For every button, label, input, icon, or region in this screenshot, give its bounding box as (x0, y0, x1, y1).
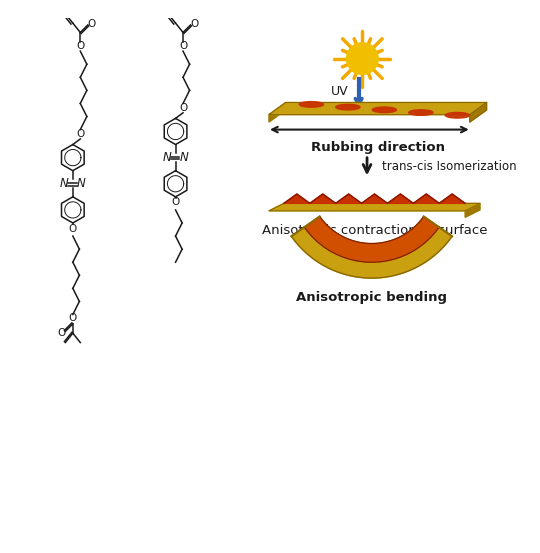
Polygon shape (269, 102, 487, 114)
Text: N: N (60, 178, 69, 190)
Polygon shape (470, 102, 487, 122)
Polygon shape (269, 102, 286, 122)
Text: O: O (179, 40, 187, 50)
Text: O: O (76, 129, 84, 139)
Text: O: O (171, 197, 180, 207)
Text: Anisotropic bending: Anisotropic bending (296, 291, 447, 304)
Text: O: O (69, 313, 77, 324)
Ellipse shape (409, 109, 433, 116)
Polygon shape (305, 216, 439, 262)
Polygon shape (465, 204, 480, 217)
Text: N: N (77, 178, 86, 190)
Ellipse shape (336, 105, 360, 110)
Polygon shape (269, 204, 480, 211)
Text: O: O (69, 223, 77, 233)
Text: Anisotropic contraction of surface: Anisotropic contraction of surface (262, 224, 487, 237)
Text: O: O (87, 19, 96, 29)
Text: O: O (179, 103, 187, 113)
Polygon shape (284, 194, 465, 204)
Ellipse shape (372, 107, 396, 113)
Text: O: O (57, 328, 66, 338)
Text: UV: UV (331, 85, 349, 98)
Text: N: N (163, 151, 172, 164)
Text: N: N (180, 151, 188, 164)
Text: Rubbing direction: Rubbing direction (311, 141, 445, 154)
Ellipse shape (299, 102, 323, 107)
Ellipse shape (445, 112, 469, 118)
Text: O: O (190, 19, 198, 29)
Polygon shape (292, 227, 452, 278)
Circle shape (347, 43, 378, 75)
Text: trans-cis Isomerization: trans-cis Isomerization (382, 160, 517, 173)
Text: O: O (76, 40, 84, 50)
